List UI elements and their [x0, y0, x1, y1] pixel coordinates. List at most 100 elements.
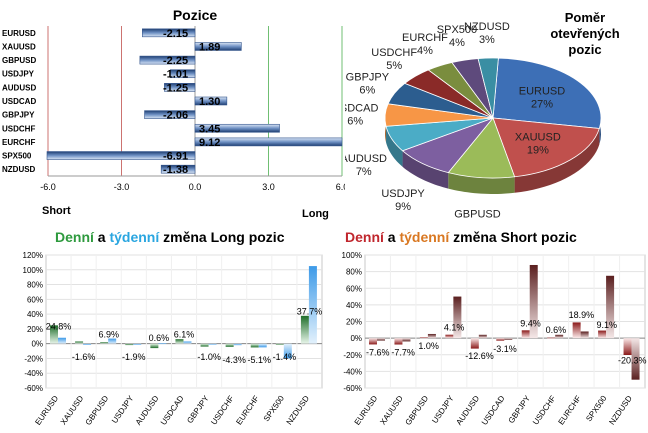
bar-gbpusd-series-1	[100, 342, 109, 344]
data-label-gbpusd: 6.9%	[98, 329, 119, 339]
category-label: USDCAD	[159, 394, 186, 427]
bar-xauusd-series-1	[394, 338, 403, 345]
bar-usdcad-series-2	[183, 341, 192, 344]
category-label: USDCAD	[480, 394, 507, 427]
short-title-weekly: týdenní	[399, 229, 450, 245]
y-tick-label: 20%	[27, 325, 43, 334]
data-label-gbpjpy: 9.4%	[520, 318, 541, 328]
value-label-audusd: -1.25	[163, 82, 188, 94]
category-label: USDJPY	[2, 70, 35, 79]
category-label: GBPUSD	[84, 394, 111, 427]
bar-xauusd-series-2	[402, 338, 411, 342]
category-label: NZDUSD	[285, 394, 312, 427]
data-label-usdjpy: 4.1%	[444, 322, 465, 332]
category-label: SPX500	[2, 152, 32, 161]
bar-usdjpy-series-1	[125, 343, 134, 346]
short-title-and: a	[383, 229, 400, 245]
bar-usdchf	[194, 123, 280, 133]
bar-nzdusd-series-2	[631, 338, 640, 380]
y-tick-label: 0%	[350, 334, 362, 343]
y-tick-label: -20%	[24, 354, 43, 363]
bar-audusd-series-1	[150, 343, 159, 349]
value-label-nzdusd: -1.38	[163, 164, 188, 176]
value-label-gbpjpy: -2.06	[163, 110, 188, 122]
ratio-title-line-3: pozic	[568, 42, 601, 57]
value-label-eurusd: -2.15	[163, 28, 188, 40]
y-tick-label: 60%	[346, 284, 362, 293]
bar-audusd-series-2	[478, 334, 487, 339]
bar-nzdusd-series-1	[300, 315, 309, 344]
short-change-title: Denní a týdenní změna Short pozic	[345, 229, 577, 245]
bar-gbpusd-series-2	[108, 338, 117, 344]
pie-label-eurusd: EURUSD	[519, 85, 566, 97]
pie-label-eurchf: EURCHF	[402, 32, 448, 44]
pie-slice-nzdusd	[477, 57, 499, 119]
bar-eurchf	[194, 137, 343, 147]
category-label: GBPUSD	[404, 394, 431, 427]
bar-usdjpy	[169, 69, 196, 79]
category-label: USDJPY	[430, 393, 456, 425]
bar-eurusd-series-1	[50, 325, 58, 344]
y-tick-label: -40%	[24, 369, 43, 378]
pie-value-eurchf: 4%	[417, 45, 433, 57]
value-label-usdjpy: -1.01	[163, 69, 188, 81]
short-label: Short	[42, 205, 71, 217]
pie-label-nzdusd: NZDUSD	[464, 21, 510, 33]
bar-eurusd-series-1	[369, 338, 377, 345]
category-label: EURCHF	[2, 138, 35, 147]
y-tick-label: -40%	[343, 367, 362, 376]
data-label-nzdusd: -20.3%	[618, 356, 647, 366]
long-title-and: a	[93, 229, 110, 245]
long-title-weekly: týdenní	[109, 229, 160, 245]
data-label-eurchf: -5.1%	[248, 355, 272, 365]
bar-xauusd-series-1	[75, 341, 84, 344]
pie-label-xauusd: XAUUSD	[515, 131, 561, 143]
pie-label-usdchf: USDCHF	[371, 47, 417, 59]
bar-usdchf-series-1	[547, 337, 556, 339]
category-label: EURUSD	[353, 394, 380, 427]
data-label-usdchf: 0.6%	[546, 325, 567, 335]
bar-spx500-series-1	[275, 343, 284, 345]
data-label-usdchf: -4.3%	[222, 355, 246, 365]
pie-value-xauusd: 19%	[527, 144, 549, 156]
bar-gbpusd-series-2	[427, 333, 436, 339]
category-label: GBPJPY	[2, 111, 35, 120]
bar-nzdusd-series-2	[308, 266, 317, 344]
y-tick-label: -20%	[343, 351, 362, 360]
bar-eurusd	[142, 28, 196, 38]
bar-usdcad-series-2	[504, 338, 513, 340]
bar-audusd-series-2	[158, 343, 167, 345]
y-tick-label: 80%	[346, 268, 362, 277]
category-label: USDJPY	[110, 393, 136, 425]
bar-xauusd	[194, 42, 242, 51]
category-label: SPX500	[584, 394, 609, 424]
category-label: AUDUSD	[134, 394, 161, 427]
y-tick-label: 100%	[23, 266, 43, 275]
pie-slice-xauusd	[492, 117, 600, 178]
bar-spx500	[46, 151, 196, 160]
bar-eurusd-series-2	[58, 337, 66, 344]
pie-value-nzdusd: 3%	[479, 34, 495, 46]
positions-chart: Pozice Short Long -6.0 -3.0 0.0 3.0 6.0 EURUS…	[2, 7, 348, 220]
pie-label-gbpusd: GBPUSD	[454, 208, 501, 220]
pie-value-eurusd: 27%	[531, 98, 553, 110]
category-label: USDCHF	[209, 394, 236, 427]
category-label: EURUSD	[33, 394, 60, 427]
short-change-panel: Denní a týdenní změna Short pozic 100% 80…	[325, 225, 648, 433]
value-label-usdchf: 3.45	[199, 123, 220, 135]
pie-slice-eurusd	[492, 57, 602, 129]
bar-usdchf-series-1	[225, 343, 234, 347]
category-label: AUDUSD	[2, 83, 36, 92]
bar-usdchf-series-2	[233, 343, 242, 346]
data-label-gbpjpy: -1.0%	[197, 352, 221, 362]
long-change-panel: Denní a týdenní změna Long pozic 120% 100…	[0, 225, 325, 433]
long-title-rest: změna Long pozic	[159, 229, 285, 245]
pie-value-usdjpy: 9%	[395, 201, 411, 213]
y-tick-label: 120%	[23, 251, 43, 260]
plot-area	[45, 254, 323, 389]
bar-usdjpy-series-1	[445, 334, 454, 339]
value-label-usdcad: 1.30	[199, 96, 220, 108]
bar-nzdusd	[160, 164, 196, 174]
category-label: USDCHF	[531, 394, 558, 427]
value-label-spx500: -6.91	[163, 151, 188, 163]
